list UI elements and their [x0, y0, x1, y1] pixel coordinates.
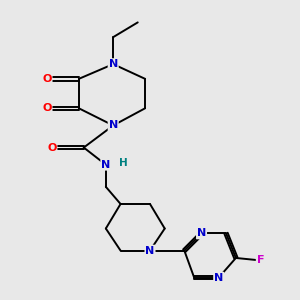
- Text: O: O: [42, 74, 52, 84]
- Text: N: N: [197, 228, 206, 239]
- Text: H: H: [119, 158, 128, 169]
- Text: N: N: [214, 273, 223, 283]
- Text: N: N: [101, 160, 110, 170]
- Text: N: N: [109, 59, 118, 69]
- Text: O: O: [47, 142, 56, 152]
- Text: N: N: [109, 121, 118, 130]
- Text: F: F: [257, 255, 264, 266]
- Text: N: N: [146, 246, 154, 256]
- Text: O: O: [42, 103, 52, 113]
